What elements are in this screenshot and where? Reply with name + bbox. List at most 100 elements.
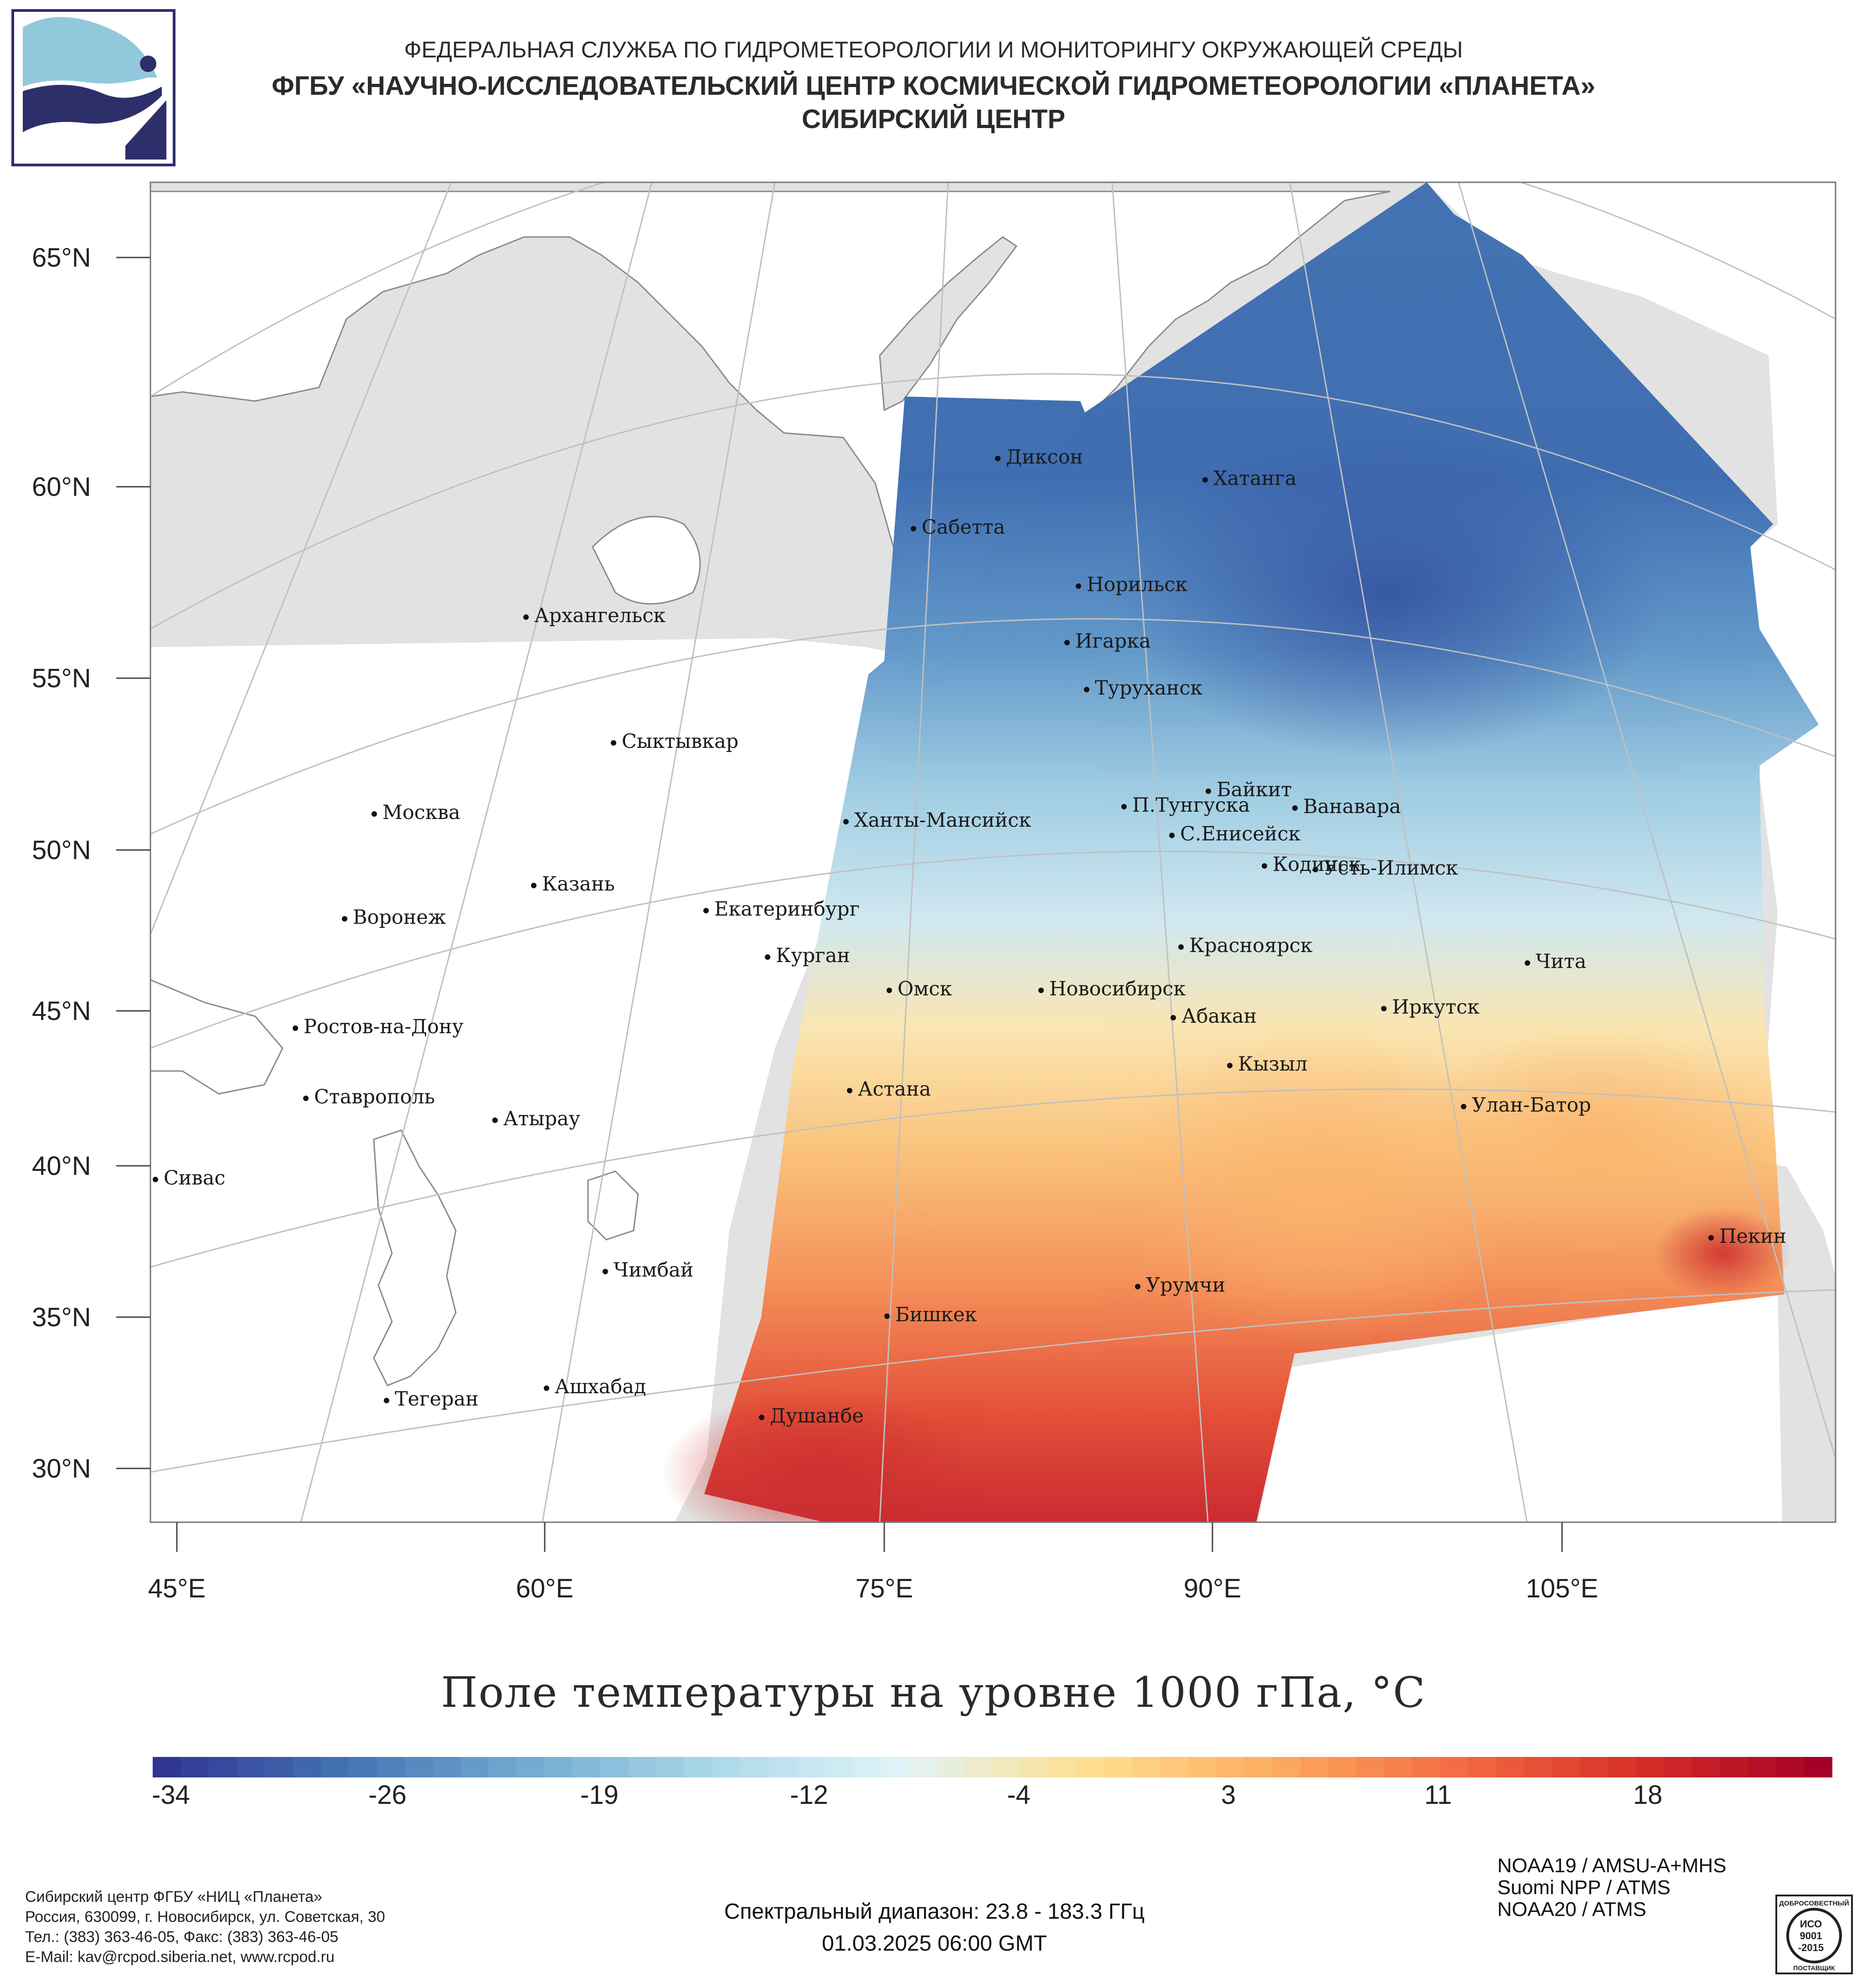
colorbar-tick-label: -12 — [790, 1780, 828, 1810]
city-marker: Байкит — [1206, 778, 1292, 801]
satellite-item: NOAA20 / ATMS — [1497, 1898, 1646, 1921]
city-marker: Екатеринбург — [703, 898, 860, 921]
city-dot-icon — [884, 1313, 890, 1319]
city-marker: Москва — [371, 801, 460, 824]
city-marker: С.Енисейск — [1169, 823, 1300, 845]
colorbar-step — [208, 1757, 237, 1777]
colorbar-step — [1496, 1757, 1525, 1777]
lat-label: 65°N — [32, 243, 91, 273]
city-dot-icon — [843, 819, 849, 824]
spectral-range: Спектральный диапазон: 23.8 - 183.3 ГГц — [724, 1900, 1145, 1924]
satellite-item: NOAA19 / AMSU-A+MHS — [1497, 1854, 1727, 1877]
city-dot-icon — [303, 1096, 309, 1101]
city-marker: Душанбе — [759, 1405, 864, 1427]
colorbar-step — [348, 1757, 377, 1777]
colorbar-step — [1188, 1757, 1217, 1777]
city-dot-icon — [759, 1415, 764, 1420]
colorbar-tick-label: -26 — [368, 1780, 407, 1810]
colorbar-step — [460, 1757, 489, 1777]
colorbar-step — [1356, 1757, 1385, 1777]
city-marker: Красноярск — [1178, 934, 1313, 957]
colorbar-step — [1020, 1757, 1049, 1777]
city-dot-icon — [153, 1177, 158, 1182]
colorbar-step — [1748, 1757, 1777, 1777]
colorbar-step — [1328, 1757, 1357, 1777]
city-dot-icon — [384, 1398, 389, 1403]
org-line: Сибирский центр ФГБУ «НИЦ «Планета» — [25, 1888, 322, 1906]
city-dot-icon — [1292, 805, 1298, 811]
city-marker: Хатанга — [1202, 467, 1297, 490]
city-marker: Сабетта — [911, 516, 1005, 539]
colorbar-step — [1244, 1757, 1273, 1777]
colorbar-step — [153, 1757, 181, 1777]
city-dot-icon — [544, 1385, 549, 1391]
colorbar-step — [1608, 1757, 1637, 1777]
city-dot-icon — [1227, 1063, 1233, 1068]
lon-label: 90°E — [1183, 1574, 1242, 1603]
org-line: Россия, 630099, г. Новосибирск, ул. Сове… — [25, 1908, 385, 1926]
city-dot-icon — [765, 954, 770, 960]
colorbar-step — [1384, 1757, 1413, 1777]
city-dot-icon — [603, 1269, 608, 1274]
colorbar-step — [1132, 1757, 1161, 1777]
colorbar-step — [656, 1757, 685, 1777]
colorbar-step — [1440, 1757, 1469, 1777]
city-marker: Кодинск — [1262, 853, 1361, 876]
colorbar-step — [293, 1757, 321, 1777]
colorbar-step — [1300, 1757, 1329, 1777]
lon-label: 45°E — [148, 1574, 206, 1603]
city-marker: Норильск — [1076, 573, 1187, 596]
colorbar-step — [1272, 1757, 1301, 1777]
city-marker: Ханты-Мансийск — [843, 809, 1031, 832]
iso-certification-badge: ДОБРОСОВЕСТНЫЙ ИСО 9001 -2015 ПОСТАВЩИК — [1775, 1895, 1853, 1974]
colorbar-step — [825, 1757, 853, 1777]
colorbar-step — [1160, 1757, 1189, 1777]
header-institute: ФГБУ «НАУЧНО-ИССЛЕДОВАТЕЛЬСКИЙ ЦЕНТР КОС… — [272, 71, 1595, 101]
colorbar-step — [1552, 1757, 1581, 1777]
city-marker: Новосибирск — [1038, 978, 1186, 1000]
colorbar-step — [376, 1757, 405, 1777]
city-marker: Курган — [765, 944, 850, 967]
city-marker: Иркутск — [1381, 996, 1480, 1019]
colorbar-tick-label: -4 — [1007, 1780, 1031, 1810]
colorbar-step — [237, 1757, 265, 1777]
colorbar-step — [740, 1757, 769, 1777]
city-marker: Сыктывкар — [611, 730, 738, 753]
city-dot-icon — [847, 1088, 852, 1093]
colorbar-step — [629, 1757, 657, 1777]
city-dot-icon — [1525, 960, 1530, 966]
colorbar-step — [433, 1757, 461, 1777]
colorbar-step — [1720, 1757, 1749, 1777]
city-marker: Ашхабад — [544, 1375, 646, 1398]
city-marker: Казань — [531, 873, 615, 896]
city-dot-icon — [703, 908, 709, 913]
city-dot-icon — [1121, 804, 1127, 809]
colorbar — [153, 1757, 1832, 1777]
city-dot-icon — [1064, 640, 1070, 645]
city-dot-icon — [1708, 1235, 1714, 1241]
city-dot-icon — [1262, 863, 1267, 869]
colorbar-tick-label: -19 — [580, 1780, 619, 1810]
colorbar-tick-label: 3 — [1221, 1780, 1236, 1810]
city-dot-icon — [911, 526, 916, 531]
colorbar-step — [1692, 1757, 1721, 1777]
colorbar-step — [1524, 1757, 1553, 1777]
colorbar-step — [489, 1757, 517, 1777]
colorbar-step — [880, 1757, 909, 1777]
colorbar-step — [852, 1757, 881, 1777]
city-marker: Ставрополь — [303, 1086, 435, 1108]
colorbar-tick-label: 11 — [1424, 1780, 1452, 1810]
colorbar-step — [1104, 1757, 1133, 1777]
city-dot-icon — [492, 1118, 498, 1123]
city-dot-icon — [1171, 1015, 1176, 1020]
colorbar-step — [768, 1757, 797, 1777]
iso-badge-mid1: ИСО — [1800, 1918, 1822, 1930]
colorbar-step — [572, 1757, 601, 1777]
city-marker: Чимбай — [603, 1259, 694, 1282]
city-marker: Атырау — [492, 1107, 580, 1130]
city-dot-icon — [1313, 867, 1318, 872]
planeta-logo-icon — [11, 9, 175, 166]
colorbar-step — [544, 1757, 573, 1777]
city-dot-icon — [293, 1025, 298, 1031]
